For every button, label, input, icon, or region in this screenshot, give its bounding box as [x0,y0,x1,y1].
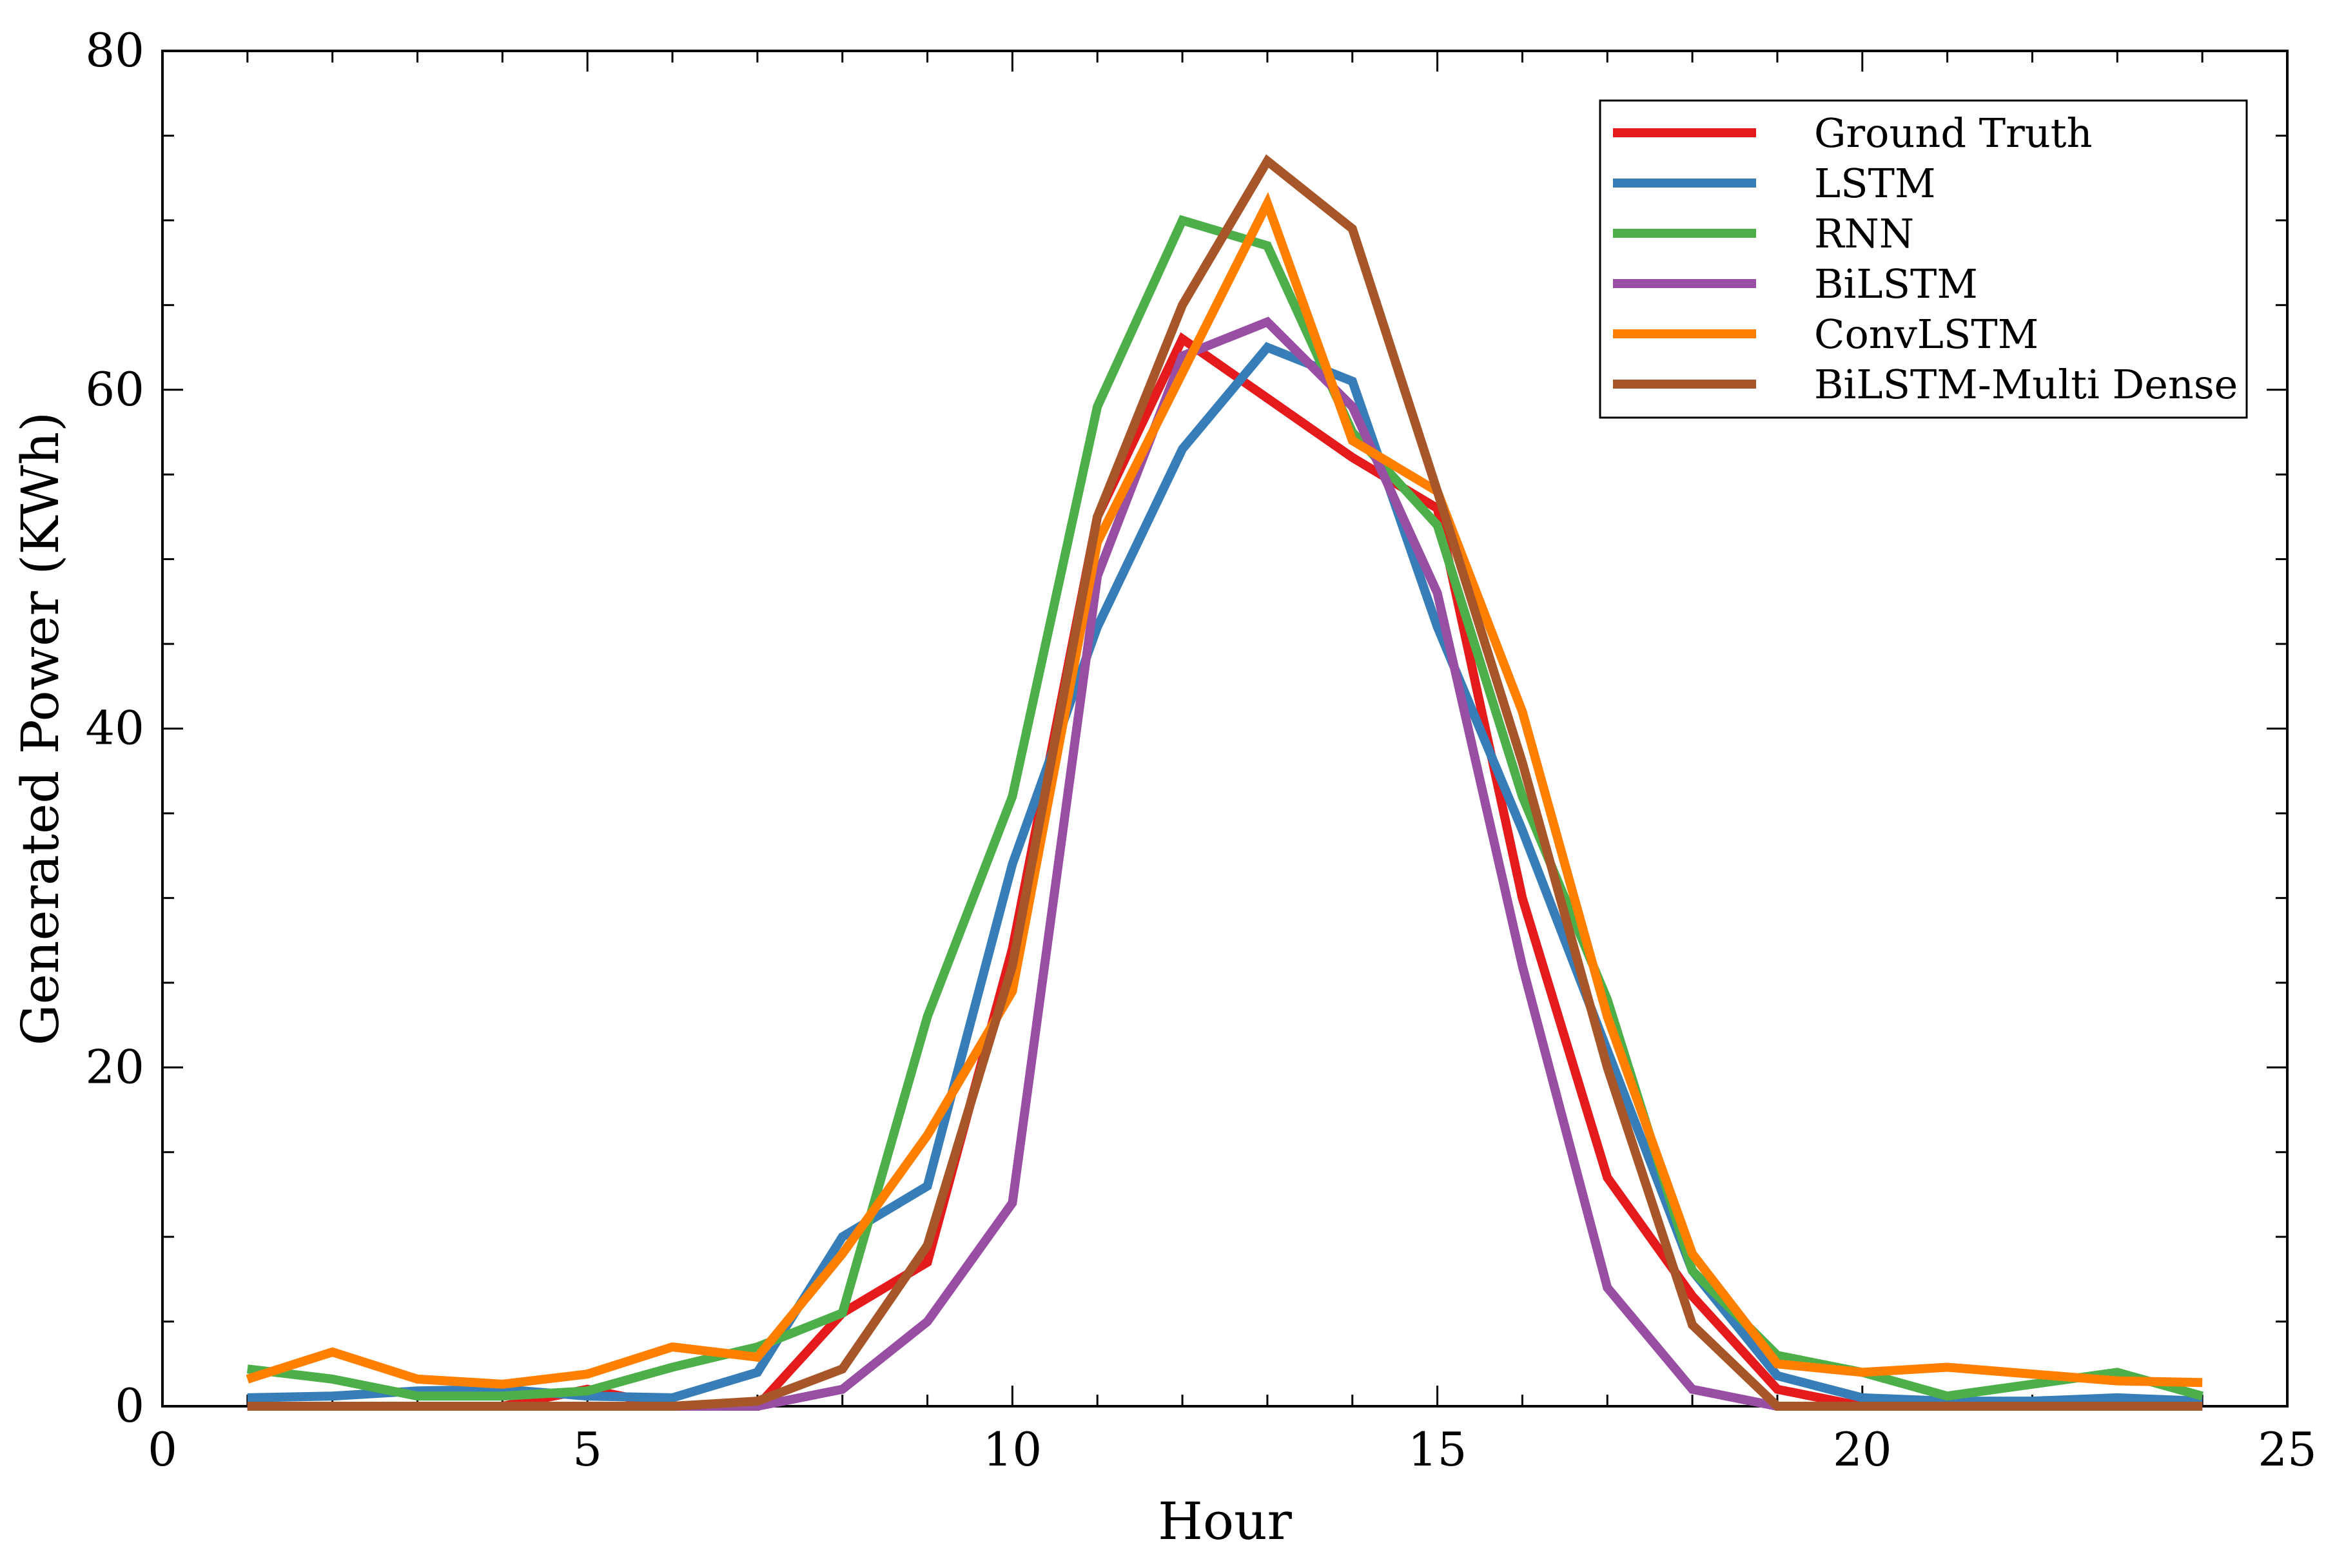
series-layer [246,154,2204,1411]
x-tick-label: 0 [148,1422,177,1476]
x-tick-label: 20 [1833,1422,1892,1476]
x-tick-label: 5 [572,1422,602,1476]
y-axis-title: Generated Power (KWh) [10,412,70,1046]
y-tick-label: 0 [115,1379,144,1433]
series-line-ground-truth [247,332,2203,1411]
legend-label: LSTM [1814,160,1935,207]
y-tick-label: 40 [85,701,144,755]
y-tick-label: 60 [85,362,144,416]
legend-label: RNN [1814,210,1914,257]
series-line-bilstm-multi-dense [247,154,2203,1411]
y-tick-label: 20 [85,1040,144,1094]
legend-box [1599,99,2248,419]
x-tick-label: 15 [1408,1422,1467,1476]
legend: Ground TruthLSTMRNNBiLSTMConvLSTMBiLSTM-… [1599,99,2248,419]
x-axis-title: Hour [1158,1491,1292,1551]
legend-label: ConvLSTM [1814,311,2038,358]
legend-label: Ground Truth [1814,110,2093,157]
legend-label: BiLSTM-Multi Dense [1814,361,2238,408]
legend-label: BiLSTM [1814,260,1978,307]
axis-ticks: 0 5 10 15 20 25 0 20 40 60 80 [85,23,2316,1476]
x-tick-label: 10 [983,1422,1042,1476]
y-tick-label: 80 [85,23,144,77]
series-line-lstm [247,342,2203,1406]
x-tick-label: 25 [2258,1422,2317,1476]
series-line-convlstm [246,191,2203,1389]
series-line-bilstm [247,316,2203,1411]
